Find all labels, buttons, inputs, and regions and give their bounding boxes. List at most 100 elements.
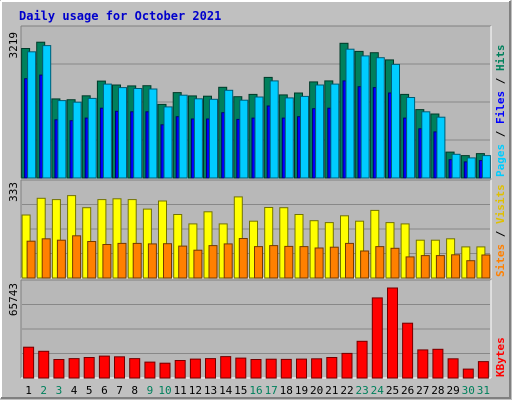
legend-sites: Sites: [494, 244, 507, 277]
sites-bar-day-26: [405, 256, 415, 279]
pages-bar-day-6: [102, 83, 112, 179]
pages-bar-day-19: [300, 95, 309, 179]
kbytes-bar-day-11: [174, 360, 186, 379]
legend-separator: /: [494, 124, 507, 144]
kbytes-bar-day-29: [447, 358, 459, 379]
sites-bar-day-11: [178, 245, 188, 279]
kbytes-bar-day-14: [220, 356, 232, 379]
visits-bar-day-7: [112, 198, 122, 279]
visits-sites-legend: Sites / Visits: [494, 184, 507, 277]
kbytes-bar-day-16: [250, 359, 262, 379]
pages-bar-day-14: [224, 89, 234, 179]
day-label-18: 18: [280, 384, 293, 397]
day-label-5: 5: [86, 384, 93, 397]
sites-bar-day-22: [345, 242, 354, 279]
visits-bar-day-13: [203, 211, 213, 279]
visits-bar-day-10: [158, 200, 167, 279]
kbytes-bar-day-5: [83, 357, 95, 379]
sites-bar-day-31: [481, 254, 491, 279]
kbytes-bar-day-26: [402, 322, 414, 379]
legend-separator: /: [494, 224, 507, 244]
kbytes-bar-day-27: [417, 349, 429, 379]
day-label-16: 16: [249, 384, 262, 397]
kbytes-bar-day-28: [432, 348, 444, 379]
pages-bar-day-9: [148, 88, 158, 179]
visits-bar-day-26: [400, 223, 410, 279]
day-label-6: 6: [101, 384, 108, 397]
day-label-13: 13: [204, 384, 217, 397]
sites-bar-day-16: [254, 246, 263, 279]
top-ymax-label: 3219: [7, 32, 20, 59]
day-label-22: 22: [340, 384, 353, 397]
pages-bar-day-28: [436, 116, 446, 179]
pages-bar-day-4: [72, 101, 82, 179]
sites-bar-day-3: [56, 239, 66, 279]
legend-files: Files: [494, 91, 507, 124]
day-label-2: 2: [40, 384, 47, 397]
pages-bar-day-11: [178, 94, 188, 179]
day-label-3: 3: [56, 384, 63, 397]
pages-bar-day-13: [209, 98, 218, 179]
kbytes-bar-day-20: [311, 358, 323, 379]
legend-hits: Hits: [494, 45, 507, 72]
day-label-25: 25: [386, 384, 399, 397]
day-label-21: 21: [325, 384, 338, 397]
pages-bar-day-26: [406, 97, 416, 179]
day-label-8: 8: [131, 384, 138, 397]
pages-bar-day-25: [391, 63, 400, 179]
legend-kbytes: KBytes: [494, 337, 507, 377]
kbytes-legend: KBytes: [494, 337, 507, 377]
day-label-11: 11: [174, 384, 187, 397]
kbytes-bar-day-18: [280, 358, 292, 379]
day-label-28: 28: [431, 384, 444, 397]
pages-bar-day-18: [284, 97, 294, 179]
pages-bar-day-27: [421, 111, 431, 179]
sites-bar-day-2: [41, 238, 51, 279]
chart-title: Daily usage for October 2021: [19, 9, 221, 23]
pages-bar-day-1: [27, 51, 37, 179]
legend-visits: Visits: [494, 184, 507, 224]
pages-bar-day-10: [163, 106, 173, 179]
sites-bar-day-25: [390, 247, 400, 279]
visits-bar-day-2: [36, 197, 46, 279]
day-label-9: 9: [147, 384, 154, 397]
kbytes-bar-day-22: [341, 352, 353, 379]
day-label-1: 1: [25, 384, 32, 397]
visits-bar-day-24: [370, 209, 380, 279]
day-label-7: 7: [116, 384, 123, 397]
kbytes-bar-day-1: [23, 346, 35, 379]
day-label-4: 4: [71, 384, 78, 397]
day-label-23: 23: [355, 384, 368, 397]
kbytes-bar-day-8: [129, 358, 141, 379]
day-label-15: 15: [234, 384, 247, 397]
kbytes-bar-day-7: [114, 356, 125, 379]
pages-bar-day-7: [118, 87, 127, 179]
pages-bar-day-29: [451, 153, 461, 179]
pages-bar-day-30: [466, 157, 476, 179]
pages-bar-day-16: [254, 96, 264, 179]
visits-bar-day-18: [279, 207, 289, 279]
pages-bar-day-20: [315, 84, 325, 179]
bottom-ymax-label: 65743: [7, 283, 20, 316]
day-label-20: 20: [310, 384, 323, 397]
pages-bar-day-17: [269, 80, 279, 179]
day-label-29: 29: [446, 384, 459, 397]
visits-sites-panel: [20, 179, 492, 279]
kbytes-bar-day-10: [159, 362, 171, 379]
day-label-10: 10: [158, 384, 171, 397]
pages-bar-day-23: [360, 55, 370, 179]
sites-bar-day-10: [163, 243, 172, 279]
day-label-17: 17: [265, 384, 278, 397]
sites-bar-day-23: [360, 250, 370, 279]
day-label-30: 30: [462, 384, 475, 397]
pages-bar-day-15: [239, 99, 249, 179]
kbytes-bar-day-31: [477, 361, 489, 379]
kbytes-bar-day-3: [53, 359, 65, 379]
sites-bar-day-30: [466, 260, 476, 279]
pages-bar-day-24: [375, 57, 385, 179]
kbytes-bar-day-12: [189, 358, 201, 379]
visits-bar-day-23: [355, 220, 365, 279]
kbytes-bar-day-24: [371, 297, 383, 379]
sites-bar-day-7: [117, 242, 127, 279]
